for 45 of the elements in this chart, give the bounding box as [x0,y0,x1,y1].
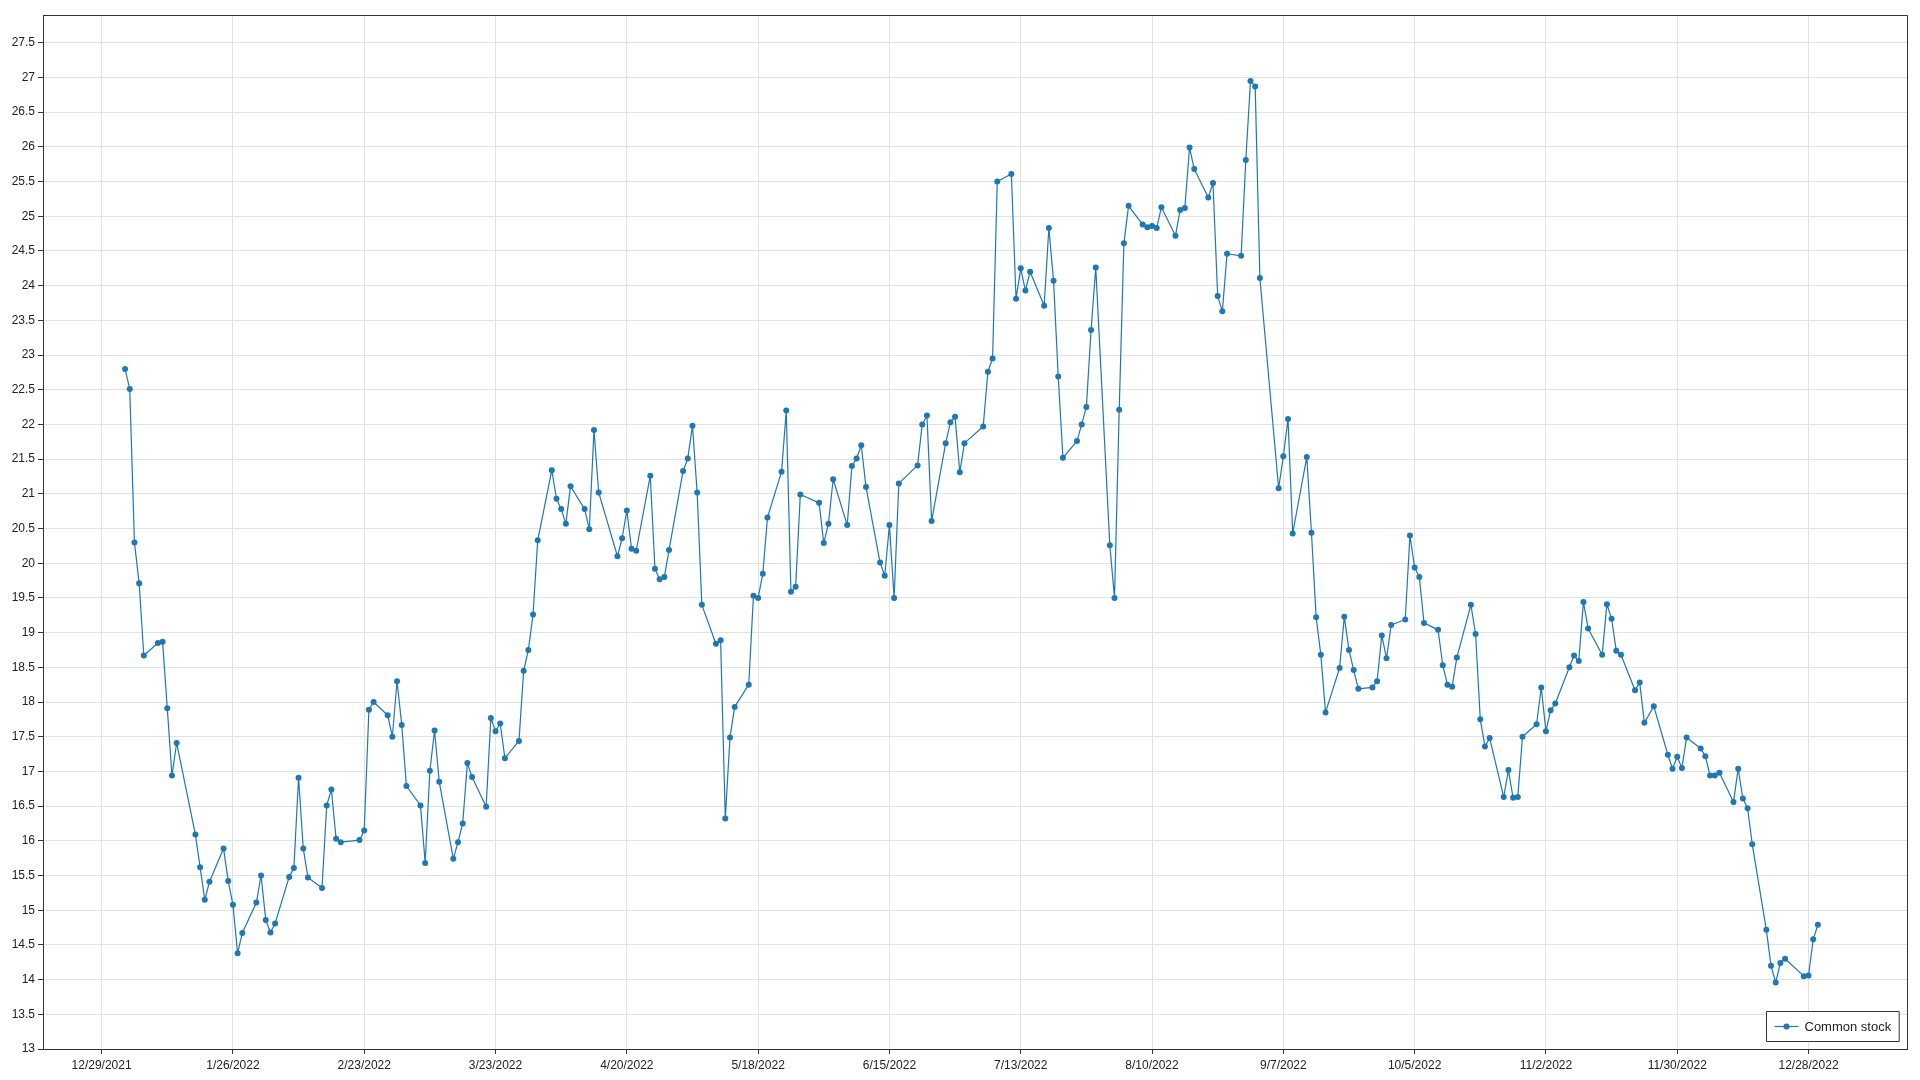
y-tick-label: 13 [21,1041,36,1056]
y-tick-label: 20 [21,555,36,570]
y-tick-label: 17.5 [11,729,36,744]
y-tick-label: 19 [21,624,36,639]
y-tick-label: 18.5 [11,659,36,674]
y-tick-label: 22 [21,416,36,431]
x-tick-label: 4/20/2022 [600,1057,654,1072]
x-tick-label: 3/23/2022 [468,1057,523,1072]
y-tick-label: 27 [21,69,36,84]
x-tick-label: 11/30/2022 [1647,1057,1708,1072]
y-tick-label: 19.5 [11,590,36,605]
y-tick-label: 18 [21,694,36,709]
y-tick-label: 16 [21,833,36,848]
y-tick-label: 23.5 [11,312,36,327]
x-tick-label: 10/5/2022 [1387,1057,1442,1072]
x-tick-label: 8/10/2022 [1125,1057,1180,1072]
y-tick-label: 13.5 [11,1006,36,1021]
y-tick-label: 25 [21,208,36,223]
x-tick-label: 2/23/2022 [337,1057,392,1072]
y-tick-label: 15.5 [11,867,36,882]
y-tick-label: 23 [21,347,36,362]
x-tick-label: 9/7/2022 [1259,1057,1307,1072]
y-tick-label: 21.5 [11,451,36,466]
y-tick-label: 16.5 [11,798,36,813]
y-tick-label: 14.5 [11,937,36,952]
y-tick-label: 27.5 [11,35,36,50]
x-tick-label: 1/26/2022 [206,1057,260,1072]
y-tick-label: 26.5 [11,104,36,119]
y-tick-label: 20.5 [11,520,36,535]
y-tick-label: 26 [21,139,36,154]
x-tick-label: 7/13/2022 [994,1057,1048,1072]
y-tick-label: 15 [21,902,36,917]
x-tick-label: 12/29/2021 [71,1057,132,1072]
y-tick-label: 24 [21,277,36,292]
x-tick-label: 6/15/2022 [862,1057,917,1072]
y-tick-label: 17 [21,763,36,778]
x-tick-label: 12/28/2022 [1778,1057,1839,1072]
legend-label: Common stock [1804,1018,1892,1034]
x-tick-label: 5/18/2022 [731,1057,786,1072]
x-tick-label: 11/2/2022 [1519,1057,1573,1072]
y-tick-label: 22.5 [11,382,36,397]
y-tick-label: 14 [21,971,36,986]
y-tick-label: 25.5 [11,173,36,188]
y-tick-label: 21 [21,486,36,501]
y-tick-label: 24.5 [11,243,36,258]
